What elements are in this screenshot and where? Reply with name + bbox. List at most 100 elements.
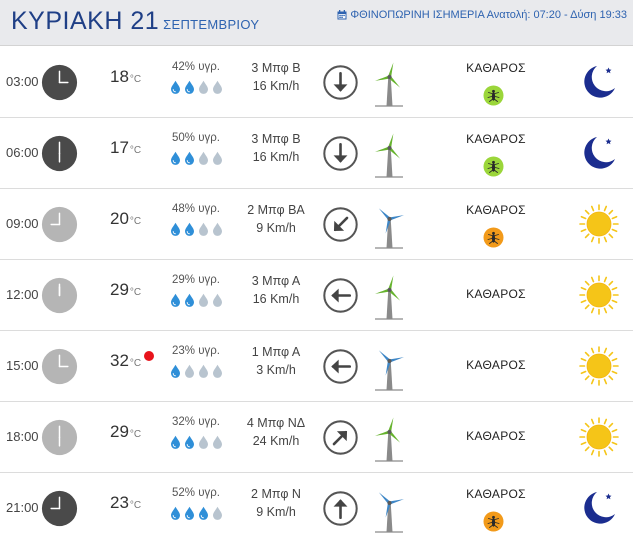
time-label: 21:00 [6,500,39,515]
water-drop-empty-icon [213,151,222,165]
temperature-value: 23 [110,493,129,512]
water-drop-filled-icon [171,222,180,236]
water-drop-filled-icon [185,222,194,236]
temperature-unit: °C [129,216,142,227]
wind-turbine-icon [375,492,404,533]
forecast-row: 12:00 29°C 29% υγρ. 3 Μπφ Α 16 Km/h ΚΑΘΑΡΟΣ [0,260,633,331]
wind-speed: 9 Km/h [256,505,296,519]
sky-condition: ΚΑΘΑΡΟΣ [466,429,526,443]
moon-icon [584,492,615,524]
water-drop-filled-icon [185,151,194,165]
temperature: 29°C [110,422,141,442]
wind-beaufort: 3 Μπφ Β [251,132,301,146]
water-drop-filled-icon [185,80,194,94]
moon-icon [584,66,615,98]
mosquito-green-icon [483,85,504,106]
humidity-drops [170,80,223,94]
water-drop-empty-icon [213,293,222,307]
day-label: ΚΥΡΙΑΚΗ 21 [11,7,160,35]
water-drop-filled-icon [171,80,180,94]
water-drop-filled-icon [185,506,194,520]
month-label: ΣΕΠΤΕΜΒΡΙΟΥ [163,17,260,32]
time-label: 12:00 [6,287,39,302]
moon-icon [584,137,615,169]
forecast-row: 09:00 20°C 48% υγρ. 2 Μπφ ΒΑ 9 Km/h ΚΑΘΑΡΟΣ [0,189,633,260]
sky-condition: ΚΑΘΑΡΟΣ [466,61,526,75]
forecast-row: 03:00 18°C 42% υγρ. 3 Μπφ Β 16 Km/h ΚΑΘΑΡΟΣ [0,47,633,118]
wind-speed: 16 Km/h [252,292,300,306]
wind-beaufort: 3 Μπφ Α [251,274,301,288]
temperature-value: 18 [110,67,129,86]
humidity-label: 48% υγρ. [172,203,220,215]
humidity-label: 52% υγρ. [172,487,220,499]
water-drop-empty-icon [199,435,208,449]
time-label: 09:00 [6,216,39,231]
humidity-label: 23% υγρ. [172,345,220,357]
sun-info: ΦΘΙΝΟΠΩΡΙΝΗ ΙΣΗΜΕΡΙΑ Ανατολή: 07:20 - Δύ… [337,9,627,21]
water-drop-filled-icon [199,506,208,520]
wind-direction-down-icon [323,65,358,100]
sun-icon [579,417,619,457]
temperature: 32°C [110,351,141,371]
water-drop-empty-icon [199,222,208,236]
mosquito-orange-icon [483,511,504,532]
water-drop-empty-icon [213,506,222,520]
clock-icon [41,277,78,314]
wind-direction-up-icon [323,491,358,526]
water-drop-filled-icon [171,506,180,520]
water-drop-filled-icon [171,151,180,165]
wind-speed: 16 Km/h [252,79,300,93]
humidity-drops [170,151,223,165]
wind-direction-left-icon [323,278,358,313]
wind-direction-down-icon [323,136,358,171]
clock-icon [41,64,78,101]
humidity-drops [170,364,223,378]
humidity-drops [170,293,223,307]
sun-info-text: ΦΘΙΝΟΠΩΡΙΝΗ ΙΣΗΜΕΡΙΑ Ανατολή: 07:20 - Δύ… [350,9,627,21]
wind-turbine-icon [375,275,403,320]
humidity-label: 32% υγρ. [172,416,220,428]
sun-icon [579,346,619,386]
sky-condition: ΚΑΘΑΡΟΣ [466,132,526,146]
temperature-value: 32 [110,351,129,370]
day-title: ΚΥΡΙΑΚΗ 21 ΣΕΠΤΕΜΒΡΙΟΥ [11,7,259,36]
water-drop-empty-icon [199,80,208,94]
wind-direction-down-left-icon [323,207,358,242]
wind-direction-up-right-icon [323,420,358,455]
time-label: 15:00 [6,358,39,373]
time-label: 03:00 [6,74,39,89]
sky-condition: ΚΑΘΑΡΟΣ [466,358,526,372]
water-drop-empty-icon [213,364,222,378]
wind-turbine-icon [375,350,404,391]
humidity-drops [170,222,223,236]
forecast-row: 21:00 23°C 52% υγρ. 2 Μπφ Ν 9 Km/h ΚΑΘΑΡΟΣ [0,473,633,544]
humidity-drops [170,435,223,449]
wind-direction-left-icon [323,349,358,384]
clock-icon [41,348,78,385]
mosquito-orange-icon [483,227,504,248]
wind-speed: 16 Km/h [252,150,300,164]
calendar-icon [337,10,347,20]
time-label: 18:00 [6,429,39,444]
clock-icon [41,206,78,243]
water-drop-filled-icon [171,364,180,378]
water-drop-empty-icon [213,222,222,236]
clock-icon [41,135,78,172]
forecast-row: 18:00 29°C 32% υγρ. 4 Μπφ ΝΔ 24 Km/h ΚΑΘΑΡΟΣ [0,402,633,473]
humidity-label: 29% υγρ. [172,274,220,286]
wind-turbine-icon [375,417,403,462]
temperature: 29°C [110,280,141,300]
day-header: ΚΥΡΙΑΚΗ 21 ΣΕΠΤΕΜΒΡΙΟΥ ΦΘΙΝΟΠΩΡΙΝΗ ΙΣΗΜΕΡ… [0,0,633,46]
water-drop-empty-icon [199,293,208,307]
clock-icon [41,419,78,456]
heat-alert-dot-icon [144,351,154,361]
sun-icon [579,275,619,315]
temperature-value: 17 [110,138,129,157]
mosquito-green-icon [483,156,504,177]
wind-speed: 24 Km/h [252,434,300,448]
temperature-value: 29 [110,280,129,299]
forecast-row: 06:00 17°C 50% υγρ. 3 Μπφ Β 16 Km/h ΚΑΘΑΡΟΣ [0,118,633,189]
wind-speed: 3 Km/h [256,363,296,377]
temperature-unit: °C [129,358,142,369]
wind-turbine-icon [375,133,403,178]
